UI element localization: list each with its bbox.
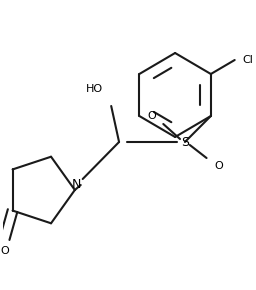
Text: S: S (181, 135, 189, 148)
Text: HO: HO (86, 84, 103, 94)
Text: O: O (147, 111, 156, 121)
Text: Cl: Cl (242, 55, 253, 65)
Text: O: O (214, 161, 223, 171)
Text: O: O (0, 246, 9, 255)
Text: N: N (72, 179, 81, 191)
